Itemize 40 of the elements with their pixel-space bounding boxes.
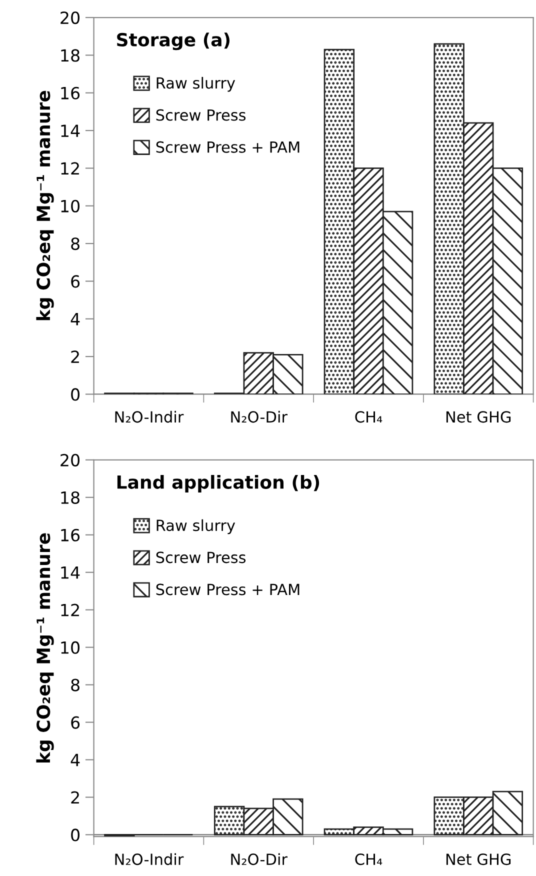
text: Land application (b) (117, 474, 320, 492)
y-tick-label: 6 (71, 275, 80, 288)
y-tick-label: 14 (61, 124, 80, 137)
y-tick-label: 12 (61, 162, 79, 175)
x-tick-label: N₂O-Indir (115, 853, 184, 866)
y-axis-title: kg CO₂eq Mg⁻¹ manure (36, 90, 54, 320)
y-tick-label: 14 (61, 566, 80, 579)
y-tick-label: 2 (71, 350, 79, 363)
y-tick-label: 10 (61, 641, 80, 654)
y-tick-label: 20 (60, 11, 80, 24)
y-tick-label: 18 (61, 49, 80, 62)
text: Storage (a) (117, 32, 230, 50)
y-tick-label: 6 (71, 716, 80, 729)
y-tick-label: 20 (60, 454, 80, 466)
legend-label: Screw Press (156, 109, 246, 121)
y-tick-label: 0 (71, 388, 80, 401)
y-tick-label: 12 (61, 604, 79, 616)
x-tick-label: CH₄ (355, 854, 382, 866)
x-tick-label: Net GHG (446, 411, 511, 423)
y-tick-label: 4 (70, 313, 80, 326)
x-tick-label: N₂O-Dir (231, 853, 288, 866)
legend-label: Raw slurry (156, 76, 236, 92)
y-tick-label: 8 (71, 237, 80, 250)
x-tick-label: Net GHG (446, 854, 511, 866)
legend-label: Screw Press (156, 552, 246, 564)
y-tick-label: 10 (61, 200, 80, 212)
y-tick-label: 4 (70, 754, 80, 766)
y-tick-label: 2 (71, 791, 79, 804)
y-tick-label: 0 (71, 828, 80, 842)
y-tick-label: 18 (61, 491, 80, 504)
x-tick-label: N₂O-Dir (231, 410, 288, 423)
y-tick-label: 8 (71, 678, 80, 692)
y-axis-title: kg CO₂eq Mg⁻¹ manure (36, 533, 54, 763)
x-tick-label: CH₄ (355, 411, 382, 423)
legend-label: Screw Press + PAM (156, 584, 300, 596)
x-tick-label: N₂O-Indir (115, 410, 184, 423)
y-tick-label: 16 (61, 86, 80, 100)
y-tick-label: 16 (61, 528, 80, 542)
legend-label: Raw slurry (156, 519, 236, 534)
legend-label: Screw Press + PAM (156, 141, 300, 153)
